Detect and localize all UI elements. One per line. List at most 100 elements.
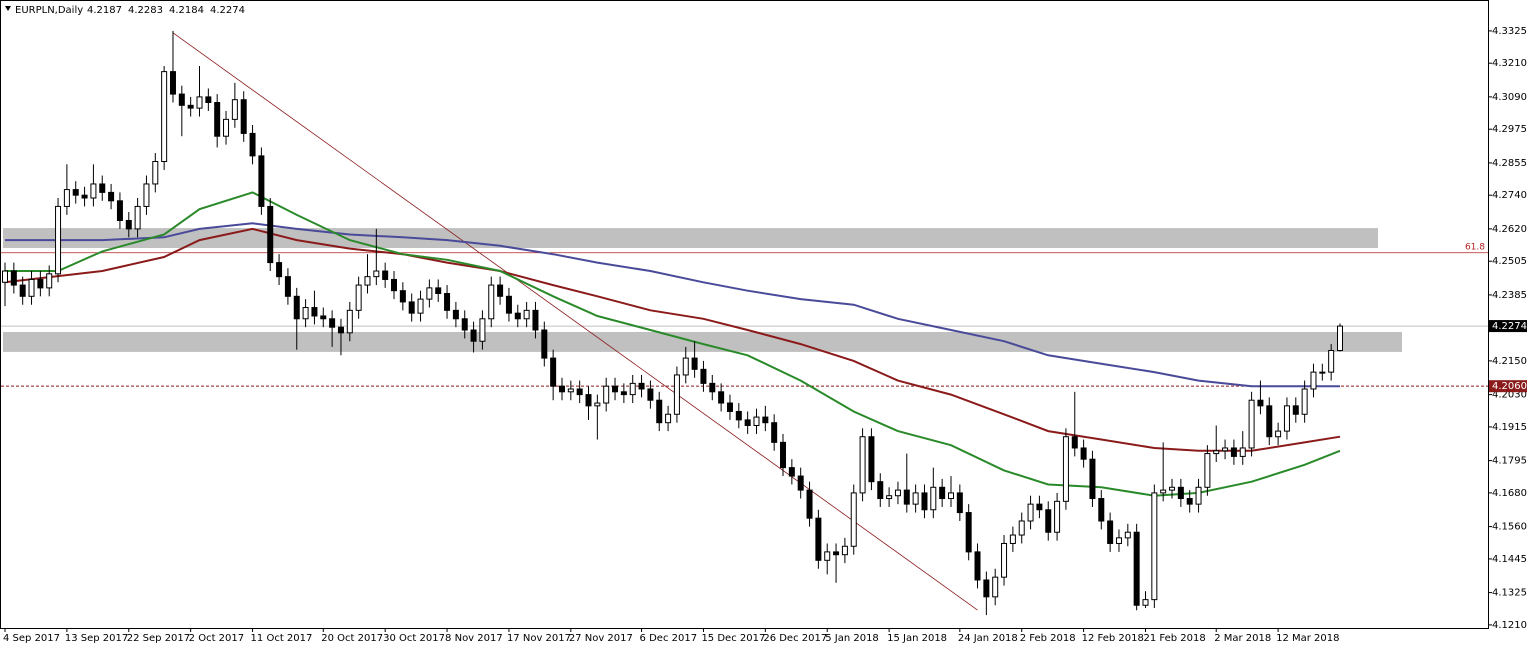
y-tick-label: 4.2855 (1492, 158, 1527, 169)
candle-body (2, 270, 8, 283)
candle-body (532, 309, 539, 331)
candle-body (1001, 542, 1008, 578)
candle-body (399, 290, 406, 303)
candle-body (567, 388, 574, 393)
candle-body (718, 391, 725, 404)
candle-body (612, 385, 619, 393)
y-tick-label: 4.1325 (1492, 588, 1527, 599)
candle-body (709, 382, 716, 393)
candle-body (939, 486, 946, 500)
candle-body (868, 436, 875, 483)
candle-body (1319, 371, 1326, 374)
y-tick-label: 4.1915 (1492, 422, 1527, 433)
candle-body (196, 96, 203, 109)
candle-body (497, 284, 504, 297)
y-tick-label: 4.2385 (1492, 290, 1527, 301)
candle-body (1133, 531, 1140, 606)
fib-label: 61.8 (1465, 242, 1485, 252)
candle-body (187, 104, 194, 109)
candle-body (1080, 447, 1087, 460)
y-tick-label: 4.2740 (1492, 190, 1527, 201)
level-label-box (1489, 380, 1527, 393)
price-label: 4.2274 (1492, 321, 1527, 332)
candle-body (1018, 520, 1025, 536)
candle-body (620, 391, 627, 396)
candle-body (903, 489, 910, 505)
y-tick-label: 4.1445 (1492, 554, 1527, 565)
header-value: 4.2283 (128, 5, 163, 16)
candle-body (337, 326, 344, 334)
candle-body (1230, 447, 1237, 457)
candle-body (391, 278, 398, 292)
candle-body (682, 357, 689, 376)
y-tick-label: 4.2975 (1492, 124, 1527, 135)
candle-body (691, 357, 698, 370)
plot-frame (0, 0, 1489, 629)
candle-body (293, 295, 300, 320)
y-tick-label: 4.2030 (1492, 390, 1527, 401)
x-tick-label: 2 Mar 2018 (1214, 633, 1271, 644)
candle-body (1310, 371, 1317, 390)
candle-body (1239, 447, 1246, 457)
price-label-box (1489, 320, 1527, 333)
candle-body (1071, 436, 1078, 449)
candle-body (947, 492, 954, 500)
candle-body (240, 99, 247, 134)
candle-body (302, 307, 309, 320)
candle-body (956, 492, 963, 514)
x-tick-label: 20 Oct 2017 (321, 633, 383, 644)
candle-body (161, 71, 168, 162)
candle-body (1089, 458, 1096, 500)
candle-body (329, 318, 336, 328)
ma-line (5, 191, 1341, 497)
x-tick-label: 13 Sep 2017 (65, 633, 128, 644)
header-value: 4.2274 (210, 5, 245, 16)
candle-body (797, 475, 804, 491)
candle-body (1098, 498, 1105, 522)
y-tick-label: 4.3325 (1492, 26, 1527, 37)
candle-body (1328, 350, 1335, 373)
x-tick-label: 4 Sep 2017 (3, 633, 60, 644)
candle-body (1036, 503, 1043, 511)
level-label: 4.2060 (1492, 381, 1527, 392)
candle-body (983, 579, 990, 598)
candle-body (320, 315, 327, 320)
candle-body (426, 287, 433, 300)
candle-body (46, 273, 53, 289)
y-tick-label: 4.1210 (1492, 620, 1527, 631)
candle-body (311, 307, 318, 317)
candle-body (912, 492, 919, 505)
candle-body (470, 329, 477, 342)
candle-body (992, 576, 999, 598)
candle-body (267, 205, 274, 264)
candle-body (815, 517, 822, 561)
candle-body (1292, 405, 1299, 415)
candle-body (373, 270, 380, 278)
candle-body (452, 309, 459, 320)
candle-body (1054, 500, 1061, 533)
candle-body (894, 489, 901, 497)
candle-body (10, 270, 17, 286)
x-tick-label: 11 Oct 2017 (251, 633, 313, 644)
candle-body (656, 399, 663, 424)
x-tick-label: 12 Feb 2018 (1082, 633, 1144, 644)
candle-body (850, 492, 857, 547)
candle-body (788, 467, 795, 477)
candle-body (1248, 399, 1255, 449)
header-arrow (5, 6, 11, 11)
candle-body (1177, 486, 1184, 500)
candle-body (594, 402, 601, 407)
candle-body (382, 270, 389, 280)
header-value: 4.2184 (169, 5, 204, 16)
y-tick-label: 4.3090 (1492, 92, 1527, 103)
y-tick-label: 4.1560 (1492, 522, 1527, 533)
candle-body (974, 551, 981, 581)
trendline (172, 32, 978, 611)
candle-body (762, 416, 769, 424)
candle-body (1301, 388, 1308, 415)
candle-body (930, 486, 937, 511)
candle-body (223, 118, 230, 137)
candle-body (1186, 498, 1193, 505)
candle-body (417, 298, 424, 314)
candle-body (771, 422, 778, 443)
